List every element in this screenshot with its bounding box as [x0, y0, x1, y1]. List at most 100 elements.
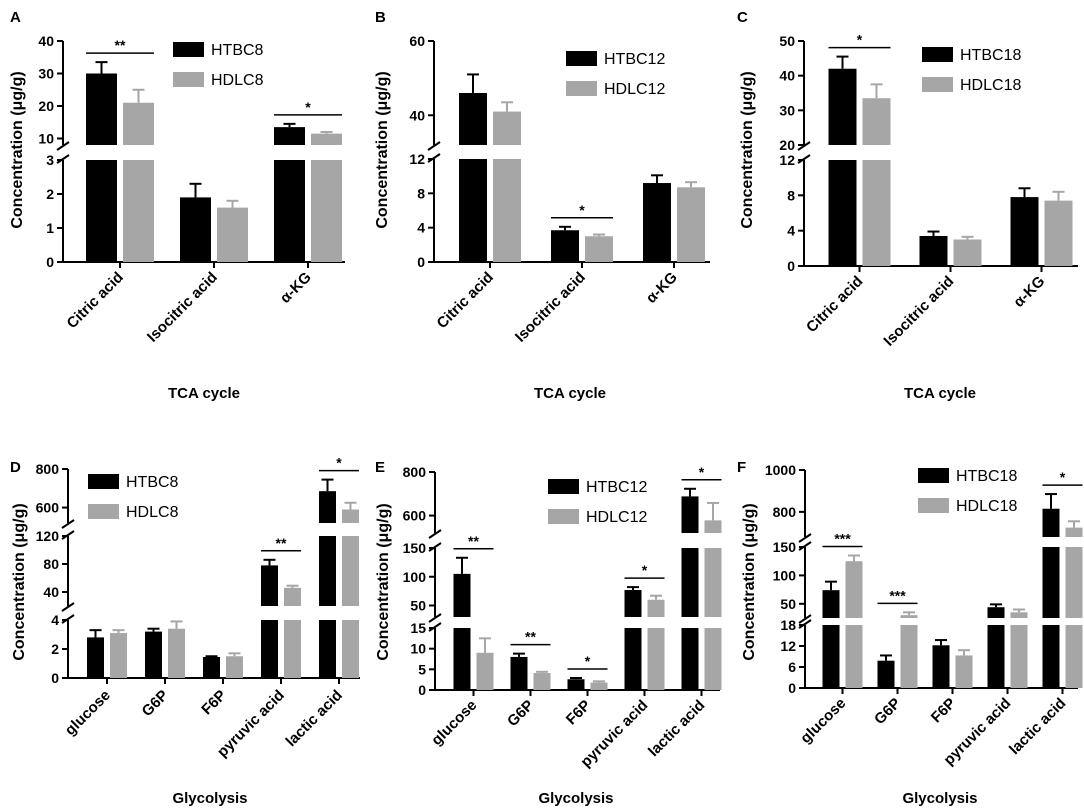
- legend-label: HDLC18: [960, 77, 1021, 94]
- bar-HTBC8: [319, 491, 336, 523]
- bar-HDLC18: [1065, 625, 1083, 688]
- panel-label: D: [10, 459, 21, 476]
- y-tick-label: 40: [409, 107, 425, 123]
- y-tick-label: 0: [51, 670, 59, 686]
- legend-label: HTBC8: [211, 42, 264, 59]
- bar-HDLC8: [342, 509, 359, 523]
- y-tick-label: 100: [403, 569, 427, 585]
- bar-HTBC8: [180, 197, 211, 262]
- axis-break: [798, 533, 812, 543]
- x-axis-title: TCA cycle: [168, 385, 240, 402]
- x-category-label: G6P: [871, 695, 904, 728]
- y-tick-label: 120: [36, 528, 60, 544]
- y-tick-label: 800: [773, 504, 797, 520]
- x-category-label: G6P: [504, 697, 537, 730]
- bar-HDLC12: [476, 652, 494, 690]
- y-tick-label: 2: [46, 186, 54, 202]
- y-tick-label: 20: [38, 98, 54, 114]
- y-tick-label: 30: [38, 66, 54, 82]
- axis-break: [61, 614, 75, 624]
- bar-HDLC18: [900, 625, 918, 688]
- bar-HDLC12: [590, 682, 608, 690]
- legend-swatch: [88, 504, 119, 519]
- bar-HTBC12: [681, 628, 699, 690]
- significance-label: **: [525, 629, 536, 645]
- y-tick-label: 800: [403, 464, 427, 480]
- bar-HDLC12: [677, 187, 705, 262]
- bar-HTBC8: [145, 631, 162, 678]
- y-tick-label: 1: [46, 220, 54, 236]
- bar-HTBC18: [1042, 625, 1060, 688]
- legend-label: HDLC18: [956, 498, 1017, 515]
- y-axis-label: Concentration (μg/g): [739, 71, 756, 228]
- x-category-label: Citric acid: [434, 269, 497, 332]
- y-axis-label: Concentration (μg/g): [374, 71, 391, 228]
- axis-break: [61, 519, 75, 529]
- bar-HDLC18: [900, 615, 918, 618]
- bar-HTBC18: [987, 625, 1005, 688]
- bar-HTBC12: [624, 628, 642, 690]
- y-tick-label: 60: [409, 33, 425, 49]
- axis-break: [428, 622, 442, 632]
- legend-swatch: [173, 72, 204, 87]
- y-tick-label: 18: [780, 617, 796, 633]
- axis-break: [798, 541, 812, 551]
- bar-HDLC8: [226, 656, 243, 678]
- axis-break: [428, 529, 442, 539]
- y-tick-label: 800: [36, 461, 60, 477]
- bar-HTBC8: [261, 620, 278, 678]
- chart-panel-D: D Concentration (μg/g) Glycolysis 0 2 4 40 80 12…: [10, 455, 360, 807]
- y-tick-label: 600: [403, 508, 427, 524]
- y-axis-label: Concentration (μg/g): [9, 71, 26, 228]
- legend-label: HDLC12: [586, 509, 647, 526]
- legend-label: HDLC8: [126, 504, 179, 521]
- x-category-label: α-KG: [277, 269, 315, 307]
- bar-HTBC8: [261, 565, 278, 606]
- x-category-label: F6P: [198, 687, 229, 718]
- axis-break: [797, 154, 811, 164]
- bar-HDLC18: [953, 239, 982, 266]
- y-tick-label: 40: [779, 68, 795, 84]
- bar-HDLC18: [1010, 625, 1028, 688]
- bar-HDLC18: [845, 625, 863, 688]
- significance-label: **: [468, 533, 479, 549]
- bar-HTBC12: [681, 548, 699, 617]
- bar-HDLC12: [493, 111, 521, 145]
- y-tick-label: 0: [46, 254, 54, 270]
- bar-HDLC8: [284, 587, 301, 606]
- bar-HTBC12: [681, 496, 699, 533]
- bar-HTBC18: [932, 645, 950, 688]
- y-tick-label: 40: [38, 33, 54, 49]
- y-tick-label: 4: [51, 612, 59, 628]
- bar-HDLC8: [168, 628, 185, 678]
- bar-HTBC12: [624, 589, 642, 617]
- x-category-label: glucose: [797, 695, 849, 747]
- x-axis-title: Glycolysis: [538, 790, 613, 807]
- x-category-label: Isocitric acid: [880, 273, 957, 350]
- bar-HDLC8: [311, 133, 342, 145]
- bar-HTBC8: [87, 637, 104, 678]
- legend-swatch: [548, 509, 579, 524]
- x-category-label: Isocitric acid: [144, 269, 221, 346]
- bar-HTBC18: [1042, 508, 1060, 537]
- y-tick-label: 4: [787, 223, 795, 239]
- y-tick-label: 12: [779, 152, 795, 168]
- axis-break: [428, 542, 442, 552]
- y-tick-label: 50: [410, 598, 426, 614]
- bar-HTBC18: [919, 235, 948, 266]
- y-tick-label: 2: [51, 641, 59, 657]
- axis-break: [798, 614, 812, 624]
- x-axis-title: TCA cycle: [904, 385, 976, 402]
- x-category-label: α-KG: [1010, 273, 1048, 311]
- significance-label: **: [115, 37, 126, 53]
- bar-HDLC18: [1010, 612, 1028, 618]
- chart-panel-B: B Concentration (μg/g) TCA cycle 0 4 8 12 40 60 C…: [374, 9, 710, 402]
- y-axis-label: Concentration (μg/g): [741, 503, 758, 660]
- x-category-label: α-KG: [643, 269, 681, 307]
- y-tick-label: 20: [779, 137, 795, 153]
- bar-HTBC18: [1010, 197, 1039, 266]
- bar-HTBC18: [822, 590, 840, 618]
- x-category-label: Citric acid: [803, 273, 866, 336]
